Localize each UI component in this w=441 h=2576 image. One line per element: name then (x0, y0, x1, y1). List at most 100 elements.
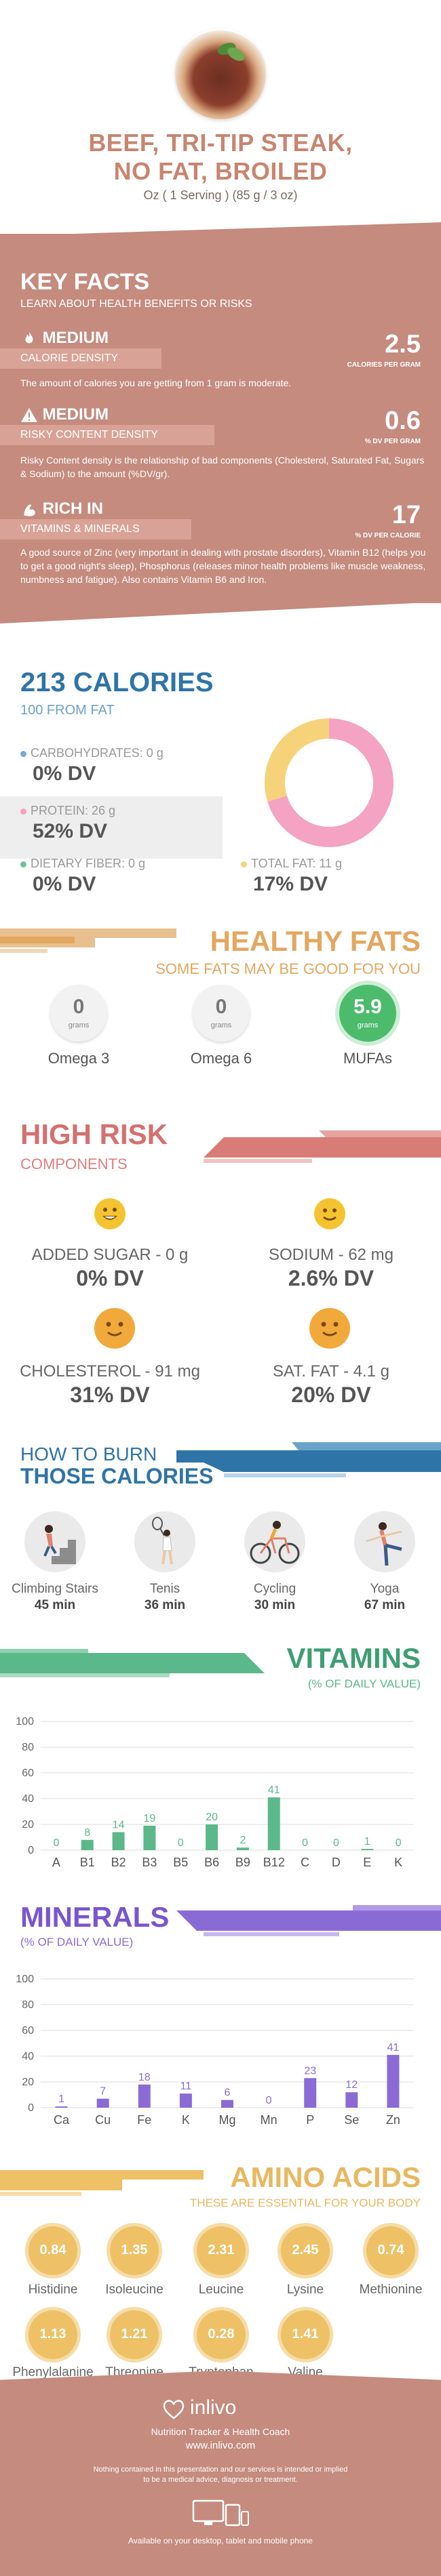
carbs-label: CARBOHYDRATES: 0 g (20, 746, 164, 760)
page-title: BEEF, TRI-TIP STEAK, NO FAT, BROILED (0, 129, 441, 186)
healthy-fats-title: HEALTHY FATS (210, 925, 421, 957)
vitamins-chart: 0204060801000A8B114B219B30B520B62B941B12… (16, 1716, 414, 1869)
added-sugar-label: ADDED SUGAR - 0 g (31, 1246, 189, 1264)
vitamins-value-label: 8 (84, 1827, 90, 1839)
vitamins-value-label: 2 (239, 1835, 246, 1846)
protein-dot-icon (20, 808, 26, 815)
risky-content-unit: % DV PER GRAM (364, 438, 421, 445)
leucine-value: 2.31 (208, 2243, 235, 2257)
minerals-subtitle: (% OF DAILY VALUE) (20, 1936, 134, 1948)
calorie-density-level: MEDIUM (20, 329, 109, 348)
tennis-icon (152, 1517, 173, 1565)
mufa-unit: grams (357, 1021, 379, 1029)
yoga-circle (354, 1511, 415, 1572)
flame-icon (25, 331, 33, 344)
cycling-circle (244, 1511, 305, 1572)
vitamins-minerals-bar (0, 519, 191, 539)
calorie-donut-chart (265, 718, 394, 847)
sodium-dv: 2.6% DV (288, 1266, 375, 1290)
vitamins-ytick: 100 (16, 1716, 34, 1727)
vitamins-value-label: 1 (364, 1836, 370, 1847)
minerals-category-label: Se (344, 2113, 359, 2127)
protein-label: PROTEIN: 26 g (20, 804, 115, 818)
minerals-category-label: Ca (54, 2113, 70, 2127)
sat-fat-dv: 20% DV (291, 1383, 371, 1407)
valine-value: 1.41 (292, 2327, 319, 2342)
lysine-circle: 2.45 (281, 2226, 330, 2275)
risky-content-label: RISKY CONTENT DENSITY (20, 429, 158, 441)
minerals-banner (176, 1905, 441, 1936)
calorie-density-desc: The amount of calories you are getting f… (20, 377, 292, 388)
fat-dv: 17% DV (253, 873, 328, 895)
burn-banner (176, 1442, 441, 1477)
phenylalanine-circle: 1.13 (28, 2310, 77, 2359)
mufa-value: 5.9 (353, 996, 382, 1018)
vitamins-ytick: 40 (22, 1793, 34, 1805)
vitamins-category-label: B2 (111, 1856, 126, 1869)
vitamins-value-label: 41 (268, 1784, 280, 1796)
cycling-name: Cycling (253, 1582, 296, 1596)
carbs-dot-icon (20, 750, 26, 757)
fat-label: TOTAL FAT: 11 g (241, 857, 342, 871)
vitamins-minerals-level: RICH IN (20, 499, 103, 518)
vitamins-category-label: C (301, 1856, 309, 1869)
steak-image (175, 28, 266, 119)
tennis-time: 36 min (144, 1598, 186, 1612)
omega6-value: 0 (215, 996, 227, 1018)
vitamins-ytick: 20 (22, 1819, 34, 1831)
tennis-circle (134, 1511, 195, 1572)
omega3-value: 0 (73, 996, 85, 1018)
title-line-2: NO FAT, BROILED (113, 157, 328, 185)
footer-url[interactable]: www.inlivo.com (185, 2440, 256, 2451)
minerals-bar-Fe (138, 2084, 151, 2108)
minerals-ytick: 80 (22, 1999, 34, 2011)
serving-size: Oz ( 1 Serving ) (85 g / 3 oz) (143, 188, 298, 202)
minerals-category-label: P (306, 2113, 314, 2127)
fiber-label: DIETARY FIBER: 0 g (20, 857, 145, 871)
calorie-density-bar (0, 348, 161, 369)
calories-title: 213 CALORIES (20, 668, 214, 697)
valine-circle: 1.41 (281, 2310, 330, 2359)
minerals-category-label: Cu (95, 2113, 111, 2127)
stairs-name: Climbing Stairs (12, 1582, 98, 1596)
leucine-circle: 2.31 (197, 2226, 246, 2275)
stairs-icon (38, 1525, 76, 1564)
donut-slice-fat (265, 718, 330, 802)
stairs-circle (24, 1511, 85, 1572)
minerals-ytick: 60 (22, 2025, 34, 2037)
yoga-icon (366, 1522, 402, 1566)
vitamins-category-label: B9 (235, 1856, 250, 1869)
minerals-value-label: 18 (138, 2072, 151, 2083)
omega6-name: Omega 6 (190, 1050, 252, 1067)
vitamins-value-label: 20 (206, 1812, 218, 1823)
methionine-name: Methionine (359, 2283, 423, 2297)
mufa-circle: 5.9 grams (339, 985, 396, 1042)
cholesterol-dv: 31% DV (70, 1383, 150, 1407)
vitamins-minerals-unit: % DV PER CALORIE (355, 532, 421, 539)
omega6-circle: 0 grams (193, 985, 250, 1042)
minerals-title: MINERALS (20, 1901, 170, 1933)
burn-title-line-1: HOW TO BURN (20, 1444, 157, 1465)
vitamins-minerals-label: VITAMINS & MINERALS (20, 523, 140, 535)
minerals-category-label: Mn (261, 2113, 277, 2127)
minerals-bar-Zn (387, 2055, 400, 2108)
minerals-bar-K (179, 2093, 192, 2108)
fats-banner (0, 928, 176, 953)
yoga-name: Yoga (370, 1582, 400, 1596)
minerals-ytick: 0 (28, 2102, 34, 2114)
vitamins-bar-B3 (143, 1825, 156, 1850)
vitamins-value-label: 0 (302, 1837, 308, 1849)
minerals-value-label: 7 (100, 2086, 106, 2098)
high-risk-subtitle: COMPONENTS (20, 1156, 128, 1172)
cycling-time: 30 min (254, 1598, 296, 1612)
minerals-bar-Mg (221, 2100, 233, 2108)
vitamins-value-label: 0 (53, 1837, 59, 1849)
risk-banner (204, 1130, 441, 1163)
minerals-category-label: K (182, 2113, 190, 2127)
minerals-value-label: 0 (266, 2095, 272, 2106)
vitamins-category-label: B6 (204, 1856, 219, 1869)
histidine-name: Histidine (28, 2283, 78, 2297)
minerals-value-label: 1 (58, 2093, 64, 2105)
vitamins-value-label: 14 (113, 1819, 125, 1831)
leucine-name: Leucine (198, 2283, 244, 2297)
